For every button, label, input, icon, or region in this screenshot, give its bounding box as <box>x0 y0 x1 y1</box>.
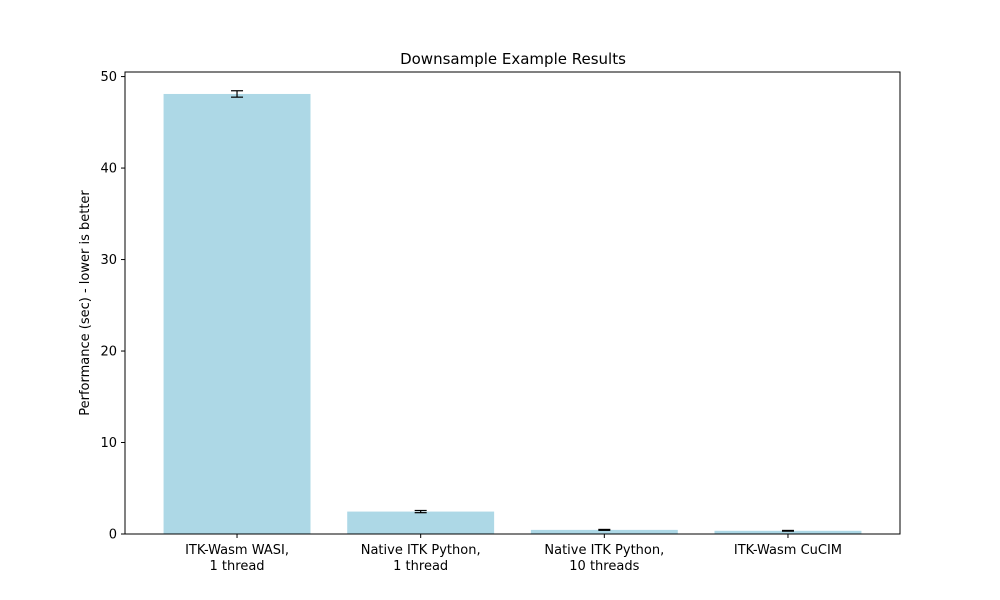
x-tick-label-line: ITK-Wasm WASI, <box>185 543 289 558</box>
chart-title: Downsample Example Results <box>400 50 626 68</box>
x-tick-label: Native ITK Python, 1 thread <box>361 543 481 574</box>
y-axis: 0 10 20 30 40 50 <box>100 70 125 543</box>
x-tick-label-line: 10 threads <box>569 559 639 574</box>
x-tick-label-line: 1 thread <box>210 559 265 574</box>
error-bar <box>231 90 244 98</box>
y-tick-label: 40 <box>100 162 117 177</box>
error-bar <box>598 528 611 531</box>
bar <box>714 530 862 534</box>
bar <box>163 93 311 535</box>
x-tick-label: Native ITK Python, 10 threads <box>544 543 664 574</box>
error-bar <box>414 509 427 514</box>
x-tick-label-line: Native ITK Python, <box>361 543 481 558</box>
y-tick-label: 50 <box>100 70 117 85</box>
y-axis-label: Performance (sec) - lower is better <box>78 190 93 416</box>
bar <box>530 529 678 534</box>
x-tick-label: ITK-Wasm WASI, 1 thread <box>185 543 289 574</box>
x-tick-label-line: ITK-Wasm CuCIM <box>734 543 842 558</box>
x-tick-label-line: 1 thread <box>393 559 448 574</box>
error-bar <box>781 529 794 532</box>
x-tick-label-line: Native ITK Python, <box>544 543 664 558</box>
bars-group <box>163 93 862 535</box>
y-tick-label: 20 <box>100 345 117 360</box>
bar <box>347 511 495 534</box>
y-tick-label: 0 <box>109 528 117 543</box>
plot-frame <box>124 71 901 535</box>
y-tick-label: 30 <box>100 253 117 268</box>
x-tick-label: ITK-Wasm CuCIM <box>734 543 842 558</box>
error-bars-group <box>231 90 794 532</box>
y-tick-label: 10 <box>100 436 117 451</box>
